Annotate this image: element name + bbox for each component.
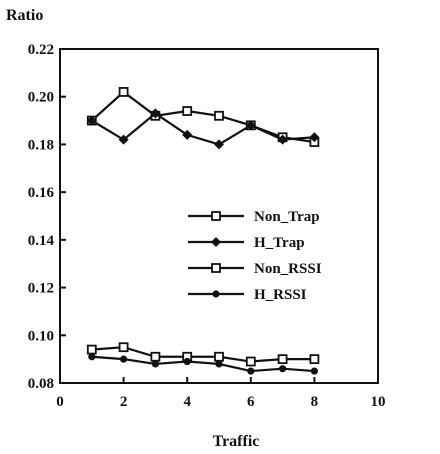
legend-marker-non-trap (211, 211, 221, 221)
y-tick-label: 0.08 (28, 376, 54, 392)
y-tick-label: 0.18 (28, 137, 54, 153)
point-h-rssi (215, 360, 223, 368)
point-non-trap (182, 106, 193, 116)
point-h-trap (182, 129, 193, 140)
series-line-non-rssi (91, 346, 315, 363)
axis-ticks: 0.08 0.10 0.12 0.14 0.16 0.18 0.20 0.22 0 2 4 6 8 10 (28, 42, 386, 410)
x-tick-label: 6 (247, 394, 255, 410)
legend-marker-non-rssi (211, 263, 221, 273)
series-line-h-trap (91, 112, 315, 146)
point-h-rssi (88, 353, 96, 361)
point-non-rssi (118, 342, 129, 353)
point-h-rssi (279, 365, 287, 373)
y-tick-label: 0.20 (28, 90, 54, 106)
point-h-trap (214, 139, 224, 150)
y-tick-label: 0.22 (28, 42, 54, 58)
legend-label-non-trap: Non_Trap (254, 209, 320, 225)
plot-frame (59, 48, 379, 384)
point-h-rssi (120, 355, 128, 363)
point-non-trap (214, 110, 224, 121)
point-h-trap (150, 108, 161, 119)
point-non-rssi (86, 344, 97, 355)
x-tick-label: 4 (183, 394, 191, 410)
series-line-h-rssi (91, 355, 315, 373)
legend-marker-h-rssi (212, 290, 220, 298)
x-tick-label: 0 (56, 394, 64, 410)
legend-label-non-rssi: Non_RSSI (254, 261, 322, 277)
y-tick-label: 0.16 (28, 185, 55, 201)
point-h-rssi (310, 367, 318, 375)
point-non-rssi (277, 354, 288, 365)
point-non-rssi (150, 351, 161, 362)
point-h-trap (309, 132, 320, 143)
point-h-trap (86, 115, 97, 126)
x-axis-label: Traffic (213, 433, 260, 450)
point-h-trap (118, 134, 129, 145)
point-h-rssi (247, 367, 255, 375)
legend-label-h-rssi: H_RSSI (254, 287, 307, 303)
legend-label-h-trap: H_Trap (254, 235, 305, 251)
y-tick-label: 0.10 (28, 328, 54, 344)
series-group (86, 87, 320, 375)
point-h-rssi (151, 360, 159, 368)
point-h-trap (277, 134, 288, 145)
point-non-trap (118, 87, 129, 97)
point-non-rssi (245, 356, 256, 367)
point-h-rssi (183, 357, 191, 366)
x-tick-label: 2 (120, 394, 128, 410)
series-line-non-trap (91, 90, 315, 144)
y-axis-label: Ratio (6, 7, 43, 24)
legend: Non_Trap H_Trap Non_RSSI H_RSSI (188, 209, 322, 303)
y-tick-label: 0.14 (28, 233, 55, 249)
legend-marker-h-trap (211, 237, 221, 247)
x-tick-label: 10 (371, 394, 386, 410)
y-tick-label: 0.12 (28, 281, 54, 297)
point-non-rssi (214, 351, 224, 362)
x-tick-label: 8 (311, 394, 319, 410)
point-non-rssi (309, 354, 320, 365)
point-h-trap (245, 120, 256, 131)
